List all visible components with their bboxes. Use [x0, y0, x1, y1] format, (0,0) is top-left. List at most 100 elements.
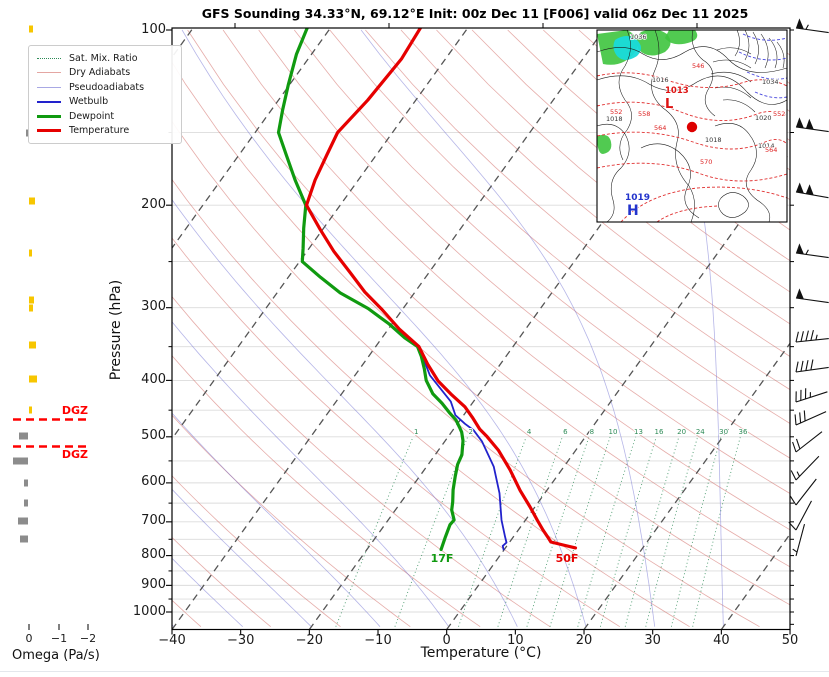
thickness-contour [597, 162, 787, 182]
thickness-contour [597, 101, 787, 121]
isotherm-line [172, 28, 469, 440]
pseudoadiabat [172, 198, 518, 627]
temperature-tick-label: 10 [507, 633, 524, 648]
wind-barb [795, 243, 829, 259]
mixing-ratio-line [670, 436, 722, 627]
inset-map-label: 1018 [606, 115, 623, 123]
thickness-contour [597, 72, 787, 88]
isotherm-line [583, 342, 790, 630]
dry-adiabat [792, 30, 829, 627]
temperature-curve [304, 28, 578, 550]
mixing-ratio-label: 20 [677, 428, 686, 436]
pressure-tick-label: 800 [141, 547, 166, 563]
dry-line-sample-icon [37, 72, 61, 74]
inset-map-label: 564 [765, 146, 777, 154]
inset-map-label: 1018 [705, 136, 722, 144]
dry-adiabat [365, 29, 790, 391]
omega-bar-up [29, 197, 35, 205]
dry-adiabat [172, 61, 790, 606]
dry-adiabat [436, 29, 790, 325]
mixing-ratio-line [599, 436, 657, 627]
omega-bar-down [19, 432, 28, 440]
dewpoint-line-sample-icon [37, 114, 61, 118]
omega-tick-label: −2 [79, 632, 97, 645]
dewpoint-curve [276, 28, 465, 552]
legend-item-label: Wetbulb [69, 96, 109, 108]
mixing-ratio-label: 16 [655, 428, 664, 436]
wind-barb [795, 117, 829, 133]
omega-tick-label: 0 [25, 632, 33, 645]
pseudoadiabat [172, 557, 243, 627]
mixing-ratio-label: 6 [563, 428, 568, 436]
omega-axis-label: Omega (Pa/s) [12, 648, 100, 663]
mixing-ratio-line [624, 436, 680, 627]
inset-map-label: 1016 [652, 76, 669, 84]
dry-adiabat [172, 120, 760, 628]
dgz-label-lower: DGZ [61, 448, 88, 461]
omega-tick-label: −1 [50, 632, 68, 645]
dry-adiabat [293, 29, 790, 459]
isobar-contour [618, 30, 632, 161]
pressure-tick-label: 900 [141, 576, 166, 592]
omega-bar-up [29, 406, 32, 414]
mixing-ratio-line [335, 436, 414, 627]
wind-barb [792, 523, 806, 557]
inset-map-label: 1014 [758, 142, 775, 150]
wetbulb-line-sample-icon [37, 100, 61, 103]
legend-item-wetbulb: Wetbulb [37, 95, 173, 110]
inset-map-label: 570 [700, 158, 712, 166]
thickness-contour [656, 205, 718, 222]
mixing-ratio-line [692, 436, 741, 627]
temperature-tick-label: 50 [781, 633, 799, 648]
wind-barb [790, 455, 820, 481]
omega-bar-up [29, 249, 32, 257]
legend-item-dry: Dry Adiabats [37, 66, 173, 81]
omega-bar-down [13, 457, 28, 465]
chart-title: GFS Sounding 34.33°N, 69.12°E Init: 00z … [201, 6, 749, 21]
wind-barb [792, 431, 823, 453]
wind-barb [795, 359, 829, 373]
legend-item-label: Sat. Mix. Ratio [69, 52, 138, 64]
dry-adiabat [222, 29, 790, 531]
mixing-ratio-label: 4 [527, 428, 532, 436]
legend-item-label: Temperature [69, 125, 130, 137]
omega-bar-down [26, 129, 29, 137]
legend-item-mixratio: Sat. Mix. Ratio [37, 51, 173, 66]
temperature-tick-label: 40 [713, 633, 730, 648]
isobar-contour [597, 123, 630, 222]
pressure-tick-label: 700 [141, 513, 166, 529]
inset-map-label: 1020 [755, 114, 772, 122]
pseudoadiabat [172, 488, 312, 627]
inset-map-border [596, 29, 788, 223]
surface-17f-label: 17F [430, 552, 454, 565]
pseudoadiabat [360, 29, 656, 627]
dry-adiabat [258, 29, 790, 494]
omega-bar-up [29, 25, 33, 33]
isobar-contour [714, 123, 771, 222]
inset-map-label: 564 [654, 124, 666, 132]
inset-map-label: 1034 [762, 78, 779, 86]
omega-bar-down [24, 499, 28, 507]
isobar-contour [710, 47, 756, 113]
pressure-tick-label: 1000 [132, 603, 166, 619]
pseudoadiabat [650, 29, 724, 627]
pseudoadiabat [181, 29, 587, 627]
plot-frame [171, 27, 791, 631]
temperature-tick-label: 0 [442, 633, 451, 648]
temperature-tick-label: −40 [158, 633, 186, 648]
precip-area-green [636, 30, 671, 56]
temperature-tick-label: −10 [364, 633, 392, 648]
mixing-ratio-label: 2 [468, 428, 472, 436]
isobar-contour [597, 75, 787, 105]
window-bottom-divider [0, 671, 829, 672]
dry-adiabat [172, 295, 551, 628]
mixing-ratio-label: 10 [609, 428, 618, 436]
temperature-tick-label: −30 [226, 633, 255, 648]
inset-map-label: 552 [773, 110, 785, 118]
temperature-tick-label: −20 [295, 633, 324, 648]
dry-adiabat [400, 29, 790, 357]
surface-50f-label: 50F [555, 552, 579, 565]
pressure-tick-label: 400 [141, 371, 166, 387]
omega-bar-up [29, 375, 37, 383]
